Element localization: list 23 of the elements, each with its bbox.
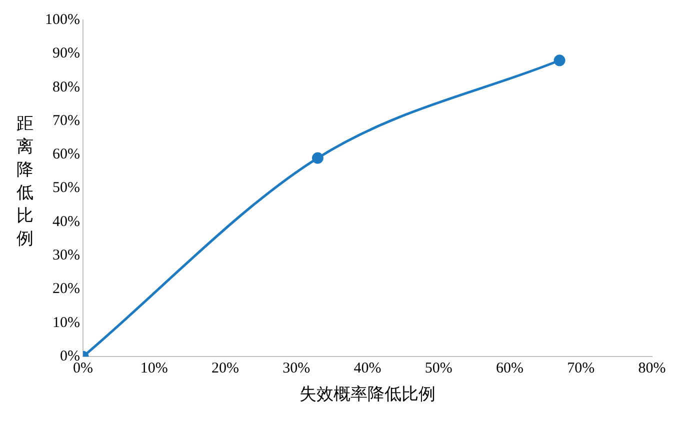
x-tick-label: 0% [72,360,93,377]
y-tick-label: 90% [52,46,80,62]
x-tick-label: 60% [496,360,524,377]
x-tick-label: 80% [638,360,666,377]
x-tick-label: 40% [354,360,382,377]
y-tick-label: 100% [44,12,80,28]
x-axis-title: 失效概率降低比例 [300,384,436,404]
x-tick-label: 30% [282,360,310,377]
x-tick-label: 50% [424,360,452,377]
y-tick-label: 70% [52,112,80,129]
y-tick-label: 30% [52,248,80,264]
y-tick-label: 80% [52,79,80,96]
y-tick-label: 10% [52,314,80,331]
y-tick-label: 40% [52,214,80,230]
y-tick-label: 20% [52,281,80,298]
point [312,152,324,164]
x-tick-label: 20% [211,360,239,377]
x-tick-label: 10% [140,360,168,377]
y-tick-label: 60% [52,146,80,163]
y-axis-title: 距离降低比例 [16,112,34,250]
x-tick-label: 70% [567,360,595,377]
point [554,54,566,66]
y-tick-label: 50% [52,180,80,196]
